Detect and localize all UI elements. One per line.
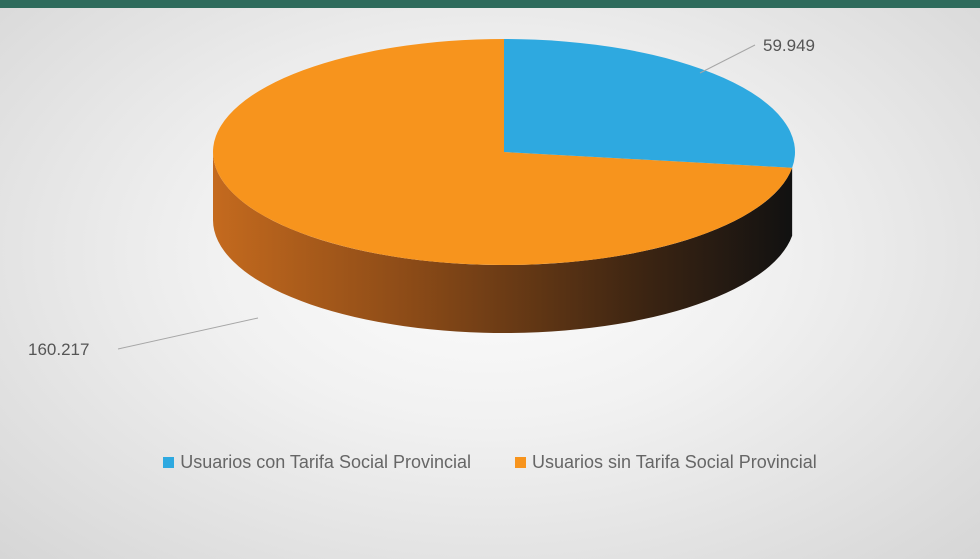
pie-slice-con-tarifa: [504, 39, 795, 168]
top-bar: [0, 0, 980, 8]
legend: Usuarios con Tarifa Social Provincial Us…: [0, 452, 980, 473]
legend-label-sin-tarifa: Usuarios sin Tarifa Social Provincial: [532, 452, 817, 472]
data-label-leader-con: [699, 44, 756, 74]
pie-slice-sin-tarifa: [213, 39, 793, 265]
legend-item-sin-tarifa: Usuarios sin Tarifa Social Provincial: [515, 452, 817, 473]
legend-label-con-tarifa: Usuarios con Tarifa Social Provincial: [180, 452, 471, 472]
data-label-leader-sin: [117, 317, 259, 350]
pie-slice-side-sin-tarifa: [213, 152, 793, 333]
data-label-sin-tarifa: 160.217: [28, 340, 89, 359]
legend-swatch-sin-tarifa: [515, 457, 526, 468]
legend-swatch-con-tarifa: [163, 457, 175, 468]
legend-item-con-tarifa: Usuarios con Tarifa Social Provincial: [163, 452, 471, 473]
data-label-con-tarifa: 59.949: [763, 36, 815, 55]
